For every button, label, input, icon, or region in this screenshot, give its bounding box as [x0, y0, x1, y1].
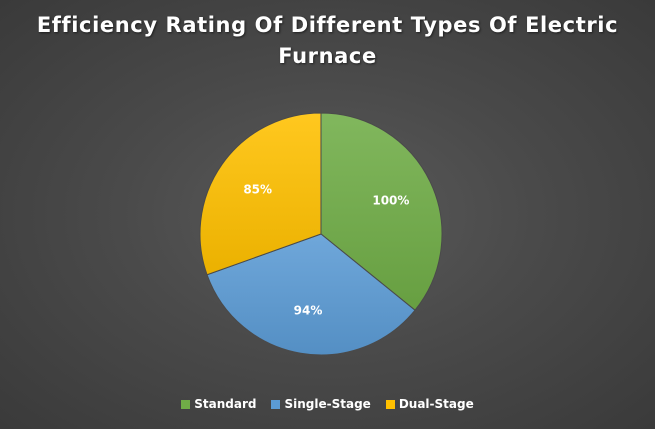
legend-label: Dual-Stage — [398, 397, 474, 411]
legend-item-standard: Standard — [181, 397, 256, 411]
pie-data-labels: 100% 94% 85% — [243, 182, 409, 317]
pie-slice-standard — [320, 112, 443, 311]
legend-item-dual-stage: Dual-Stage — [385, 397, 474, 411]
chart-legend: Standard Single-Stage Dual-Stage — [0, 397, 655, 411]
pie-slice-dual-stage — [199, 112, 322, 276]
legend-swatch — [385, 399, 395, 409]
pie-slice-single-stage — [206, 233, 416, 356]
data-label-standard: 100% — [372, 194, 409, 208]
legend-swatch — [181, 399, 191, 409]
legend-label: Standard — [194, 397, 257, 411]
pie-slices — [199, 112, 443, 356]
legend-label: Single-Stage — [284, 397, 371, 411]
chart-title: Efficiency Rating Of Different Types Of … — [0, 10, 655, 72]
chart-title-text: Efficiency Rating Of Different Types Of … — [36, 13, 619, 68]
data-label-dual-stage: 85% — [243, 182, 272, 196]
data-label-single-stage: 94% — [294, 303, 323, 317]
legend-swatch — [271, 399, 281, 409]
legend-item-single-stage: Single-Stage — [271, 397, 371, 411]
